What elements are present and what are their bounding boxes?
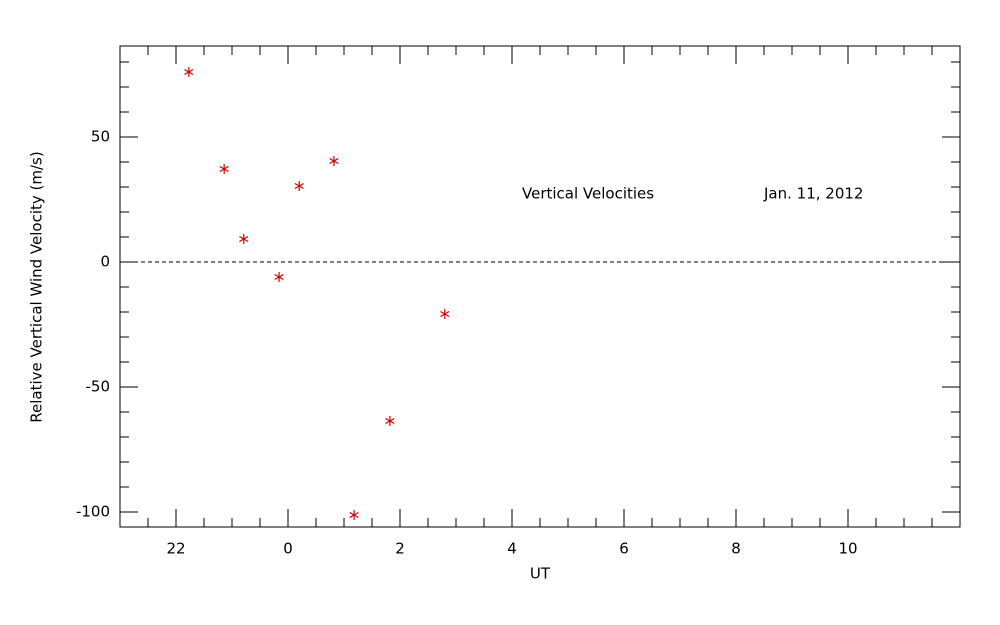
data-point bbox=[349, 510, 359, 520]
y-tick-label: -50 bbox=[86, 378, 111, 396]
y-axis-label: Relative Vertical Wind Velocity (m/s) bbox=[28, 151, 46, 422]
x-tick-label: 8 bbox=[731, 540, 741, 558]
annotation: Jan. 11, 2012 bbox=[763, 185, 863, 203]
marker-stroke bbox=[294, 182, 304, 190]
marker-stroke bbox=[239, 235, 249, 243]
annotation: Vertical Velocities bbox=[522, 185, 654, 203]
marker-stroke bbox=[349, 511, 359, 519]
data-point bbox=[329, 156, 339, 166]
marker-stroke bbox=[329, 157, 339, 165]
data-point bbox=[274, 272, 284, 282]
data-point bbox=[219, 164, 229, 174]
marker-stroke bbox=[385, 417, 395, 425]
x-axis-label: UT bbox=[530, 565, 551, 583]
plot-frame bbox=[119, 45, 961, 528]
data-point bbox=[440, 309, 450, 319]
y-tick-label: 0 bbox=[100, 253, 110, 271]
x-tick-label: 6 bbox=[619, 540, 629, 558]
marker-stroke bbox=[219, 165, 229, 173]
x-tick-label: 4 bbox=[507, 540, 517, 558]
data-point bbox=[184, 67, 194, 77]
data-point bbox=[385, 416, 395, 426]
y-tick-label: 50 bbox=[91, 128, 110, 146]
x-tick-label: 0 bbox=[283, 540, 293, 558]
x-tick-label: 22 bbox=[166, 540, 185, 558]
marker-stroke bbox=[184, 68, 194, 76]
data-point bbox=[239, 234, 249, 244]
y-tick-label: -100 bbox=[76, 503, 110, 521]
data-point bbox=[294, 181, 304, 191]
x-tick-label: 10 bbox=[838, 540, 857, 558]
x-tick-label: 2 bbox=[395, 540, 405, 558]
marker-stroke bbox=[274, 273, 284, 281]
marker-stroke bbox=[440, 310, 450, 318]
